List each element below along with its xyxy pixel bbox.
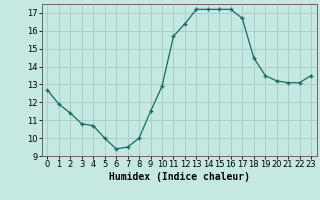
X-axis label: Humidex (Indice chaleur): Humidex (Indice chaleur) (109, 172, 250, 182)
